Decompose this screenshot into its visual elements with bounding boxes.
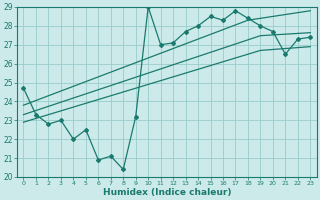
X-axis label: Humidex (Indice chaleur): Humidex (Indice chaleur) [103,188,231,197]
